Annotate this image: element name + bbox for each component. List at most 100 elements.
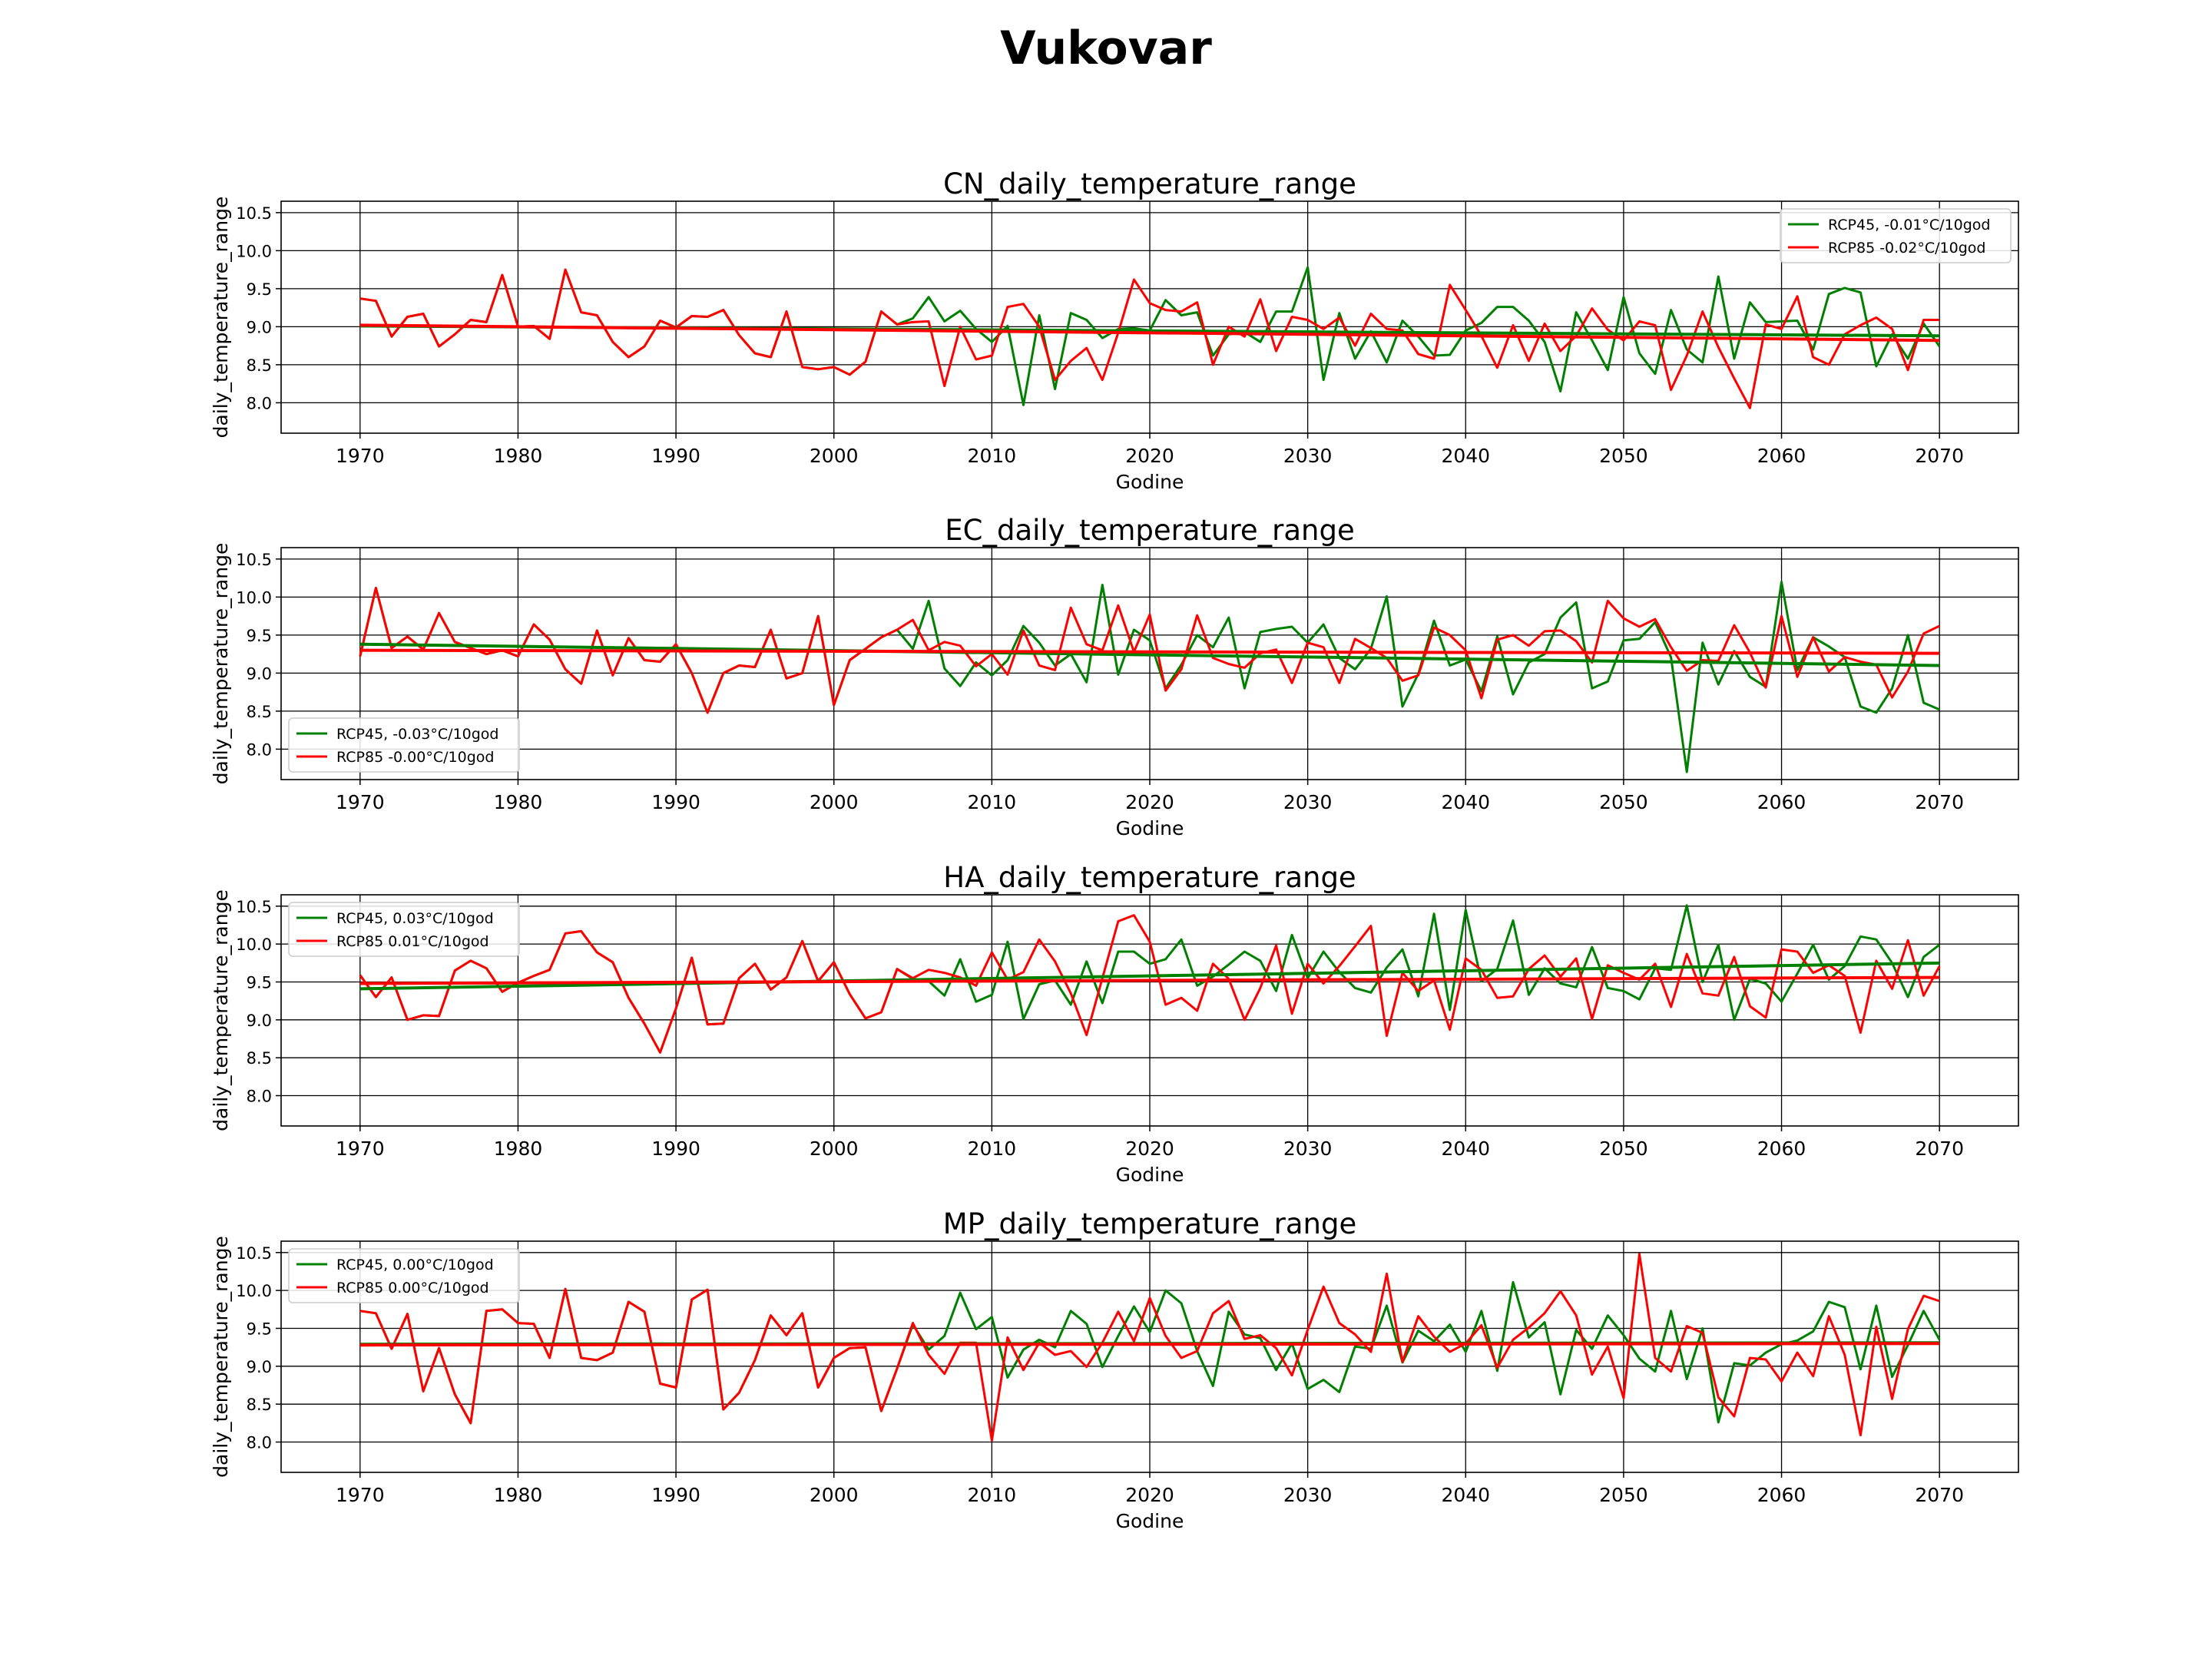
x-tick-label: 1980 <box>494 445 543 467</box>
x-tick-label: 1970 <box>336 1137 385 1160</box>
chart-title: HA_daily_temperature_range <box>943 861 1356 894</box>
y-tick-label: 9.5 <box>247 627 272 645</box>
y-tick-label: 8.0 <box>247 1088 272 1106</box>
x-axis-label: Godine <box>1116 817 1184 839</box>
trend-line-rcp45 <box>359 961 1940 991</box>
x-tick-label: 2050 <box>1599 1137 1648 1160</box>
y-tick-label: 10.5 <box>236 1244 272 1263</box>
legend-label: RCP45, 0.00°C/10god <box>336 1257 494 1273</box>
x-tick-label: 2000 <box>810 1137 859 1160</box>
x-tick-label: 2010 <box>968 1484 1017 1506</box>
chart-panel-4: 1970 1980 1990 2000 2010 2020 2030 2040 2050 2060… <box>210 1207 2019 1532</box>
x-tick-label: 2020 <box>1125 791 1174 813</box>
y-tick-label: 10.5 <box>236 898 272 916</box>
x-tick-label: 2060 <box>1757 791 1806 813</box>
y-tick-label: 9.0 <box>247 318 272 336</box>
x-tick-label: 2030 <box>1283 1484 1333 1506</box>
x-tick-label: 1970 <box>336 791 385 813</box>
series-line-rcp85 <box>359 268 1940 409</box>
y-tick-label: 10.5 <box>236 204 272 223</box>
x-tick-label: 1970 <box>336 1484 385 1506</box>
x-tick-label: 2030 <box>1283 445 1333 467</box>
x-tick-label: 2050 <box>1599 791 1648 813</box>
axes-frame <box>280 1240 2019 1473</box>
trend-line-rcp85 <box>359 648 1940 655</box>
x-tick-label: 2000 <box>810 1484 859 1506</box>
x-tick-label: 2040 <box>1441 1484 1490 1506</box>
legend: RCP45, 0.00°C/10god RCP85 0.00°C/10god <box>288 1248 520 1303</box>
x-tick-label: 1990 <box>651 791 700 813</box>
chart-title: MP_daily_temperature_range <box>943 1207 1357 1240</box>
x-tick-label: 2020 <box>1125 1484 1174 1506</box>
x-tick-label: 1980 <box>494 1484 543 1506</box>
x-tick-label: 2070 <box>1915 1484 1964 1506</box>
y-tick-label: 9.0 <box>247 1358 272 1376</box>
x-axis-label: Godine <box>1116 471 1184 493</box>
legend-box <box>288 902 520 957</box>
x-tick-label: 2030 <box>1283 791 1333 813</box>
y-axis-label: daily_temperature_range <box>210 889 232 1131</box>
x-tick-label: 2070 <box>1915 1137 1964 1160</box>
y-axis-label: daily_temperature_range <box>210 543 232 785</box>
trend-line-rcp85 <box>359 1342 1940 1347</box>
x-axis-label: Godine <box>1116 1164 1184 1186</box>
legend-label: RCP85 -0.00°C/10god <box>336 749 494 766</box>
y-tick-label: 9.5 <box>247 973 272 992</box>
chart-title: EC_daily_temperature_range <box>945 514 1354 547</box>
chart-panel-3: 1970 1980 1990 2000 2010 2020 2030 2040 2050 2060… <box>210 861 2019 1186</box>
series-line-rcp85 <box>359 1253 1940 1442</box>
x-axis-label: Godine <box>1116 1510 1184 1532</box>
trend-line-rcp45 <box>359 642 1940 667</box>
x-tick-label: 2050 <box>1599 1484 1648 1506</box>
x-tick-label: 1990 <box>651 1484 700 1506</box>
chart-title: CN_daily_temperature_range <box>943 167 1356 200</box>
axes-frame <box>280 894 2019 1127</box>
legend: RCP45, 0.03°C/10god RCP85 0.01°C/10god <box>288 902 520 957</box>
y-tick-label: 8.5 <box>247 1396 272 1414</box>
y-tick-label: 8.0 <box>247 740 272 759</box>
x-tick-label: 1980 <box>494 791 543 813</box>
chart-panel-2: 1970 1980 1990 2000 2010 2020 2030 2040 2050 2060… <box>210 514 2019 839</box>
y-tick-label: 8.0 <box>247 1434 272 1452</box>
x-tick-label: 2030 <box>1283 1137 1333 1160</box>
axes-frame <box>280 547 2019 780</box>
y-tick-label: 10.5 <box>236 551 272 569</box>
y-tick-label: 9.0 <box>247 1012 272 1030</box>
x-tick-label: 2070 <box>1915 791 1964 813</box>
x-tick-label: 2060 <box>1757 1137 1806 1160</box>
y-tick-label: 10.0 <box>236 242 272 260</box>
legend-box <box>288 717 520 773</box>
y-axis-label: daily_temperature_range <box>210 197 232 439</box>
x-tick-label: 2010 <box>968 445 1017 467</box>
y-tick-label: 9.0 <box>247 664 272 683</box>
x-tick-label: 2050 <box>1599 445 1648 467</box>
legend-label: RCP45, -0.01°C/10god <box>1828 217 1991 233</box>
legend: RCP45, -0.01°C/10god RCP85 -0.02°C/10god <box>1780 208 2012 263</box>
legend-label: RCP45, -0.03°C/10god <box>336 726 499 743</box>
x-tick-label: 2060 <box>1757 1484 1806 1506</box>
y-tick-label: 10.0 <box>236 1282 272 1300</box>
y-tick-label: 8.5 <box>247 1049 272 1068</box>
x-tick-label: 2060 <box>1757 445 1806 467</box>
x-tick-label: 2040 <box>1441 445 1490 467</box>
x-tick-label: 1970 <box>336 445 385 467</box>
x-tick-label: 1980 <box>494 1137 543 1160</box>
x-tick-label: 1990 <box>651 1137 700 1160</box>
axes-frame <box>280 200 2019 434</box>
y-tick-label: 9.5 <box>247 1320 272 1338</box>
x-tick-label: 1990 <box>651 445 700 467</box>
x-tick-label: 2020 <box>1125 1137 1174 1160</box>
legend-label: RCP85 0.00°C/10god <box>336 1280 489 1296</box>
x-tick-label: 2020 <box>1125 445 1174 467</box>
x-tick-label: 2040 <box>1441 791 1490 813</box>
y-axis-label: daily_temperature_range <box>210 1236 232 1478</box>
x-tick-label: 2040 <box>1441 1137 1490 1160</box>
legend-label: RCP85 -0.02°C/10god <box>1828 240 1985 257</box>
legend-box <box>1780 208 2012 263</box>
y-tick-label: 8.5 <box>247 356 272 375</box>
x-tick-label: 2010 <box>968 1137 1017 1160</box>
legend-box <box>288 1248 520 1303</box>
chart-panel-1: 1970 1980 1990 2000 2010 2020 2030 2040 2050 2060… <box>210 167 2019 493</box>
y-tick-label: 10.0 <box>236 935 272 954</box>
